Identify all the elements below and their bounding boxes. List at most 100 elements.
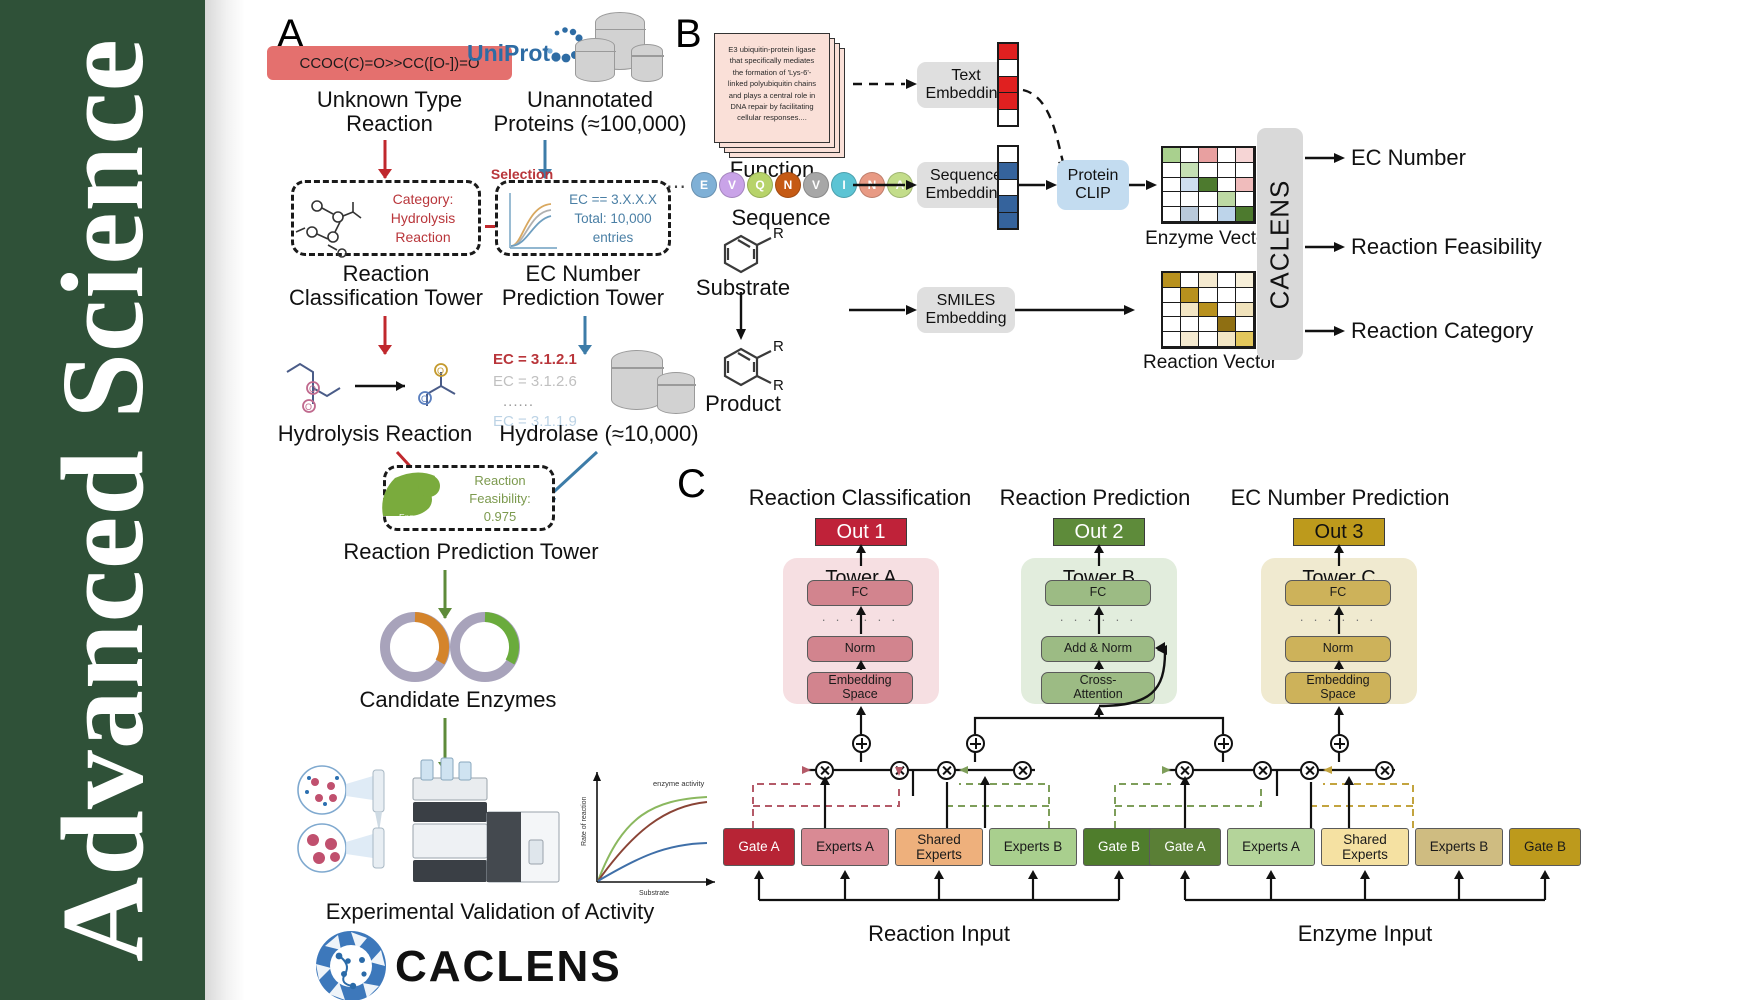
db-cylinder-4	[610, 350, 664, 410]
candidate-enzymes-label: Candidate Enzymes	[359, 687, 557, 712]
selection-line1: Selection	[490, 166, 554, 182]
ec-list-item-0: EC = 3.1.2.1	[493, 351, 577, 368]
sequence-embedding-line2: Embedding	[925, 185, 1007, 202]
smiles-embedding-line1: SMILES	[936, 291, 996, 309]
panel-b-letter: B	[675, 12, 702, 56]
category-line3: Reaction	[395, 229, 451, 245]
reaction-input-label: Reaction Input	[868, 921, 1010, 946]
svg-text:Substrate: Substrate	[639, 890, 669, 897]
out-2-box: Out 2	[1053, 518, 1145, 546]
left-shared-line2: Experts	[916, 847, 962, 862]
left-shared-experts: Shared Experts	[895, 828, 983, 866]
experimental-validation-label: Experimental Validation of Activity	[325, 899, 655, 924]
figure-canvas: A CCOC(C)=O>>CC([O-])=O Unknown Type Rea…	[245, 0, 1581, 1000]
tower-a-embed-line1: Embedding	[828, 673, 892, 688]
protein-clip-box: Protein CLIP	[1057, 160, 1129, 210]
sequence-residue-e-0: E	[691, 172, 717, 198]
left-gate-b: Gate B	[1083, 828, 1155, 866]
tower-c-embed-line1: Embedding	[1306, 673, 1370, 688]
tower-b-crossattention-block: Cross- Attention	[1041, 672, 1155, 704]
reaction-vector-label: Reaction Vector	[1143, 352, 1278, 373]
right-experts-a: Experts A	[1227, 828, 1315, 866]
right-shared-line2: Experts	[1342, 847, 1388, 862]
hydrolysis-reaction-label: Hydrolysis Reaction	[277, 421, 473, 446]
unannotated-label-line2: Proteins (≈100,000)	[493, 111, 687, 136]
text-embedding-line1: Text	[951, 66, 981, 84]
reaction-classification-tower-line2: Classification Tower	[288, 285, 483, 310]
tower-b-cross-line2: Attention	[1073, 687, 1123, 701]
feasibility-line2: Feasibility:	[469, 491, 531, 506]
category-line1: Category:	[392, 191, 454, 207]
add-node-left-a	[852, 734, 871, 753]
tower-c-embed-line2: Space	[1320, 687, 1356, 701]
db-cylinder-3	[630, 44, 664, 82]
add-node-right-a	[1214, 734, 1233, 753]
add-node-left-b	[966, 734, 985, 753]
smiles-chip: CCOC(C)=O>>CC([O-])=O	[267, 46, 512, 80]
unknown-reaction-label-line1: Unknown Type	[316, 87, 463, 112]
enzyme-vector-grid	[1161, 146, 1256, 224]
category-line2: Hydrolysis	[390, 210, 456, 226]
caclens-brand-text: CACLENS	[395, 942, 622, 991]
out-3-box: Out 3	[1293, 518, 1385, 546]
journal-name: Advanced Science	[36, 38, 168, 962]
tower-a-embedding-block: Embedding Space	[807, 672, 913, 704]
tower-c-embedding-block: Embedding Space	[1285, 672, 1391, 704]
function-label: Function	[729, 157, 815, 182]
sequence-residue-q-2: Q	[747, 172, 773, 198]
reaction-prediction-tower-label: Reaction Prediction Tower	[343, 539, 599, 564]
svg-text:O: O	[421, 394, 428, 404]
unknown-reaction-label-line2: Reaction	[346, 111, 433, 136]
enzyme-input-label: Enzyme Input	[1297, 921, 1433, 946]
column-title-reaction-prediction: Reaction Prediction	[999, 485, 1191, 510]
tower-c-dots: · · · · · ·	[1299, 612, 1377, 627]
page-gutter-shadow	[205, 0, 245, 1000]
uniprot-logo-text: UniProt	[467, 40, 551, 66]
column-title-ec-number-prediction: EC Number Prediction	[1230, 485, 1450, 510]
ec-box-line1: EC == 3.X.X.X	[569, 192, 657, 207]
smiles-embedding-line2: Embedding	[925, 310, 1007, 327]
tower-a-embed-line2: Space	[842, 687, 878, 701]
left-gate-a: Gate A	[723, 828, 795, 866]
journal-sidebar: Advanced Science	[0, 0, 205, 1000]
db-cylinder-2	[574, 38, 616, 82]
left-experts-a: Experts A	[801, 828, 889, 866]
left-shared-line1: Shared	[917, 831, 961, 847]
text-embedding-line2: Embedding	[925, 85, 1007, 102]
sequence-label: Sequence	[731, 205, 831, 230]
smiles-embedding-box: SMILES Embedding	[917, 287, 1015, 333]
tower-a-norm-block: Norm	[807, 636, 913, 662]
db-cylinder-5	[656, 372, 696, 414]
svg-text:O: O	[305, 402, 312, 412]
right-shared-line1: Shared	[1343, 831, 1387, 847]
unannotated-label-line1: Unannotated	[527, 87, 653, 112]
ec-list-item-3: EC = 3.1.1.9	[493, 413, 577, 430]
protein-clip-line1: Protein	[1067, 166, 1119, 184]
mul-node-r1	[1175, 761, 1194, 780]
reaction-vector-grid	[1161, 271, 1256, 349]
svg-text:O: O	[437, 366, 444, 376]
protein-clip-line2: CLIP	[1075, 185, 1111, 202]
svg-text:R: R	[773, 338, 784, 355]
column-title-reaction-classification: Reaction Classification	[748, 485, 972, 510]
tower-b-fc-block: FC	[1045, 580, 1151, 606]
ec-box-line3: entries	[592, 230, 634, 245]
ec-prediction-tower-line1: EC Number	[525, 261, 641, 286]
right-shared-experts: Shared Experts	[1321, 828, 1409, 866]
tower-b-dots: · · · · · ·	[1059, 612, 1137, 627]
mul-node-r3	[1300, 761, 1319, 780]
mul-node-r4	[1375, 761, 1394, 780]
add-node-right-b	[1330, 734, 1349, 753]
ec-list-item-1: EC = 3.1.2.6	[493, 373, 577, 390]
mul-node-l4	[1013, 761, 1032, 780]
sequence-embedding-vector	[997, 145, 1019, 230]
reaction-classification-box	[291, 180, 481, 256]
enzyme-vector-label: Enzyme Vector	[1145, 228, 1273, 249]
svg-text:enzyme activity: enzyme activity	[653, 779, 705, 788]
svg-text:Rate of reaction: Rate of reaction	[581, 796, 588, 846]
output-reaction-category: Reaction Category	[1351, 318, 1534, 343]
sequence-residue-a-7: A	[887, 172, 913, 198]
tower-c-fc-block: FC	[1285, 580, 1391, 606]
tower-a-fc-block: FC	[807, 580, 913, 606]
